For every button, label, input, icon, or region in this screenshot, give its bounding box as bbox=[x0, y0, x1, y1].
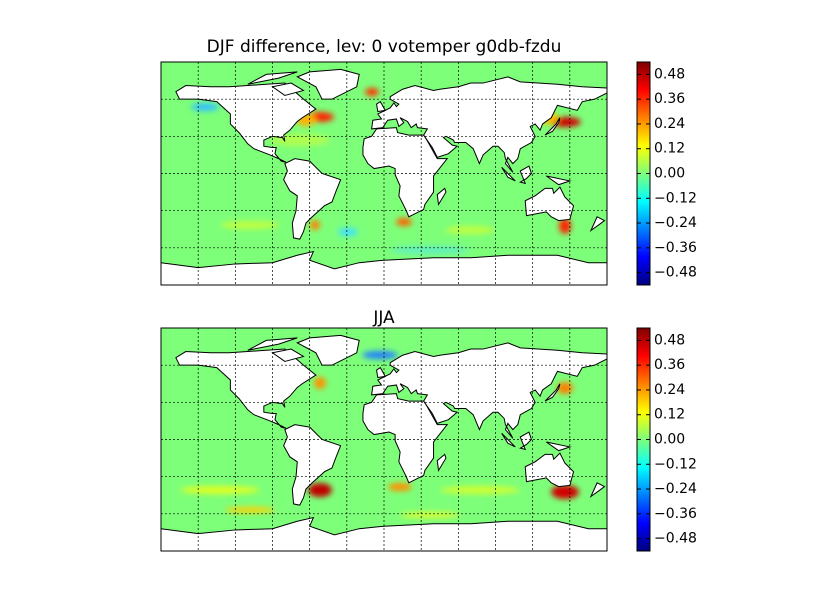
colorbar-tick-label: 0.36 bbox=[654, 357, 685, 373]
colorbar-tick-label: 0.00 bbox=[654, 166, 685, 182]
anomaly bbox=[445, 226, 495, 234]
anomaly bbox=[310, 220, 320, 230]
colorbar-tick-label: 0.48 bbox=[654, 66, 685, 82]
anomaly bbox=[314, 377, 326, 389]
colorbar-tick-label: −0.48 bbox=[654, 531, 697, 547]
colorbar-tick-label: −0.12 bbox=[654, 456, 697, 472]
anomaly bbox=[396, 218, 412, 226]
colorbar-tick-label: −0.12 bbox=[654, 190, 697, 206]
panel-title: JJA bbox=[372, 308, 395, 328]
colorbar-tick-label: −0.36 bbox=[654, 240, 697, 256]
map-frame bbox=[160, 61, 608, 286]
anomaly bbox=[551, 485, 579, 499]
anomaly bbox=[308, 483, 332, 497]
anomaly bbox=[440, 486, 520, 494]
colorbar-tick-label: 0.48 bbox=[654, 332, 685, 348]
panel-title: DJF difference, lev: 0 votemper g0db-fzd… bbox=[207, 37, 562, 57]
colorbar-tick-label: −0.48 bbox=[654, 265, 697, 281]
colorbar-tick-label: −0.24 bbox=[654, 215, 697, 231]
anomaly bbox=[365, 88, 379, 96]
anomaly bbox=[220, 221, 280, 229]
colorbar-tick-label: 0.24 bbox=[654, 382, 685, 398]
colorbar-tick-label: 0.36 bbox=[654, 91, 685, 107]
anomaly bbox=[338, 228, 358, 236]
anomaly bbox=[362, 351, 398, 359]
map-frame bbox=[160, 327, 608, 552]
anomaly bbox=[559, 218, 571, 234]
anomaly bbox=[191, 103, 219, 111]
colorbar-tick-label: −0.24 bbox=[654, 481, 697, 497]
anomaly bbox=[180, 486, 260, 494]
colorbar-tick-label: 0.12 bbox=[654, 141, 685, 157]
anomaly bbox=[400, 512, 460, 518]
anomaly bbox=[225, 507, 275, 513]
anomaly bbox=[388, 483, 412, 491]
anomaly bbox=[557, 382, 573, 394]
colorbar-tick-label: 0.24 bbox=[654, 116, 685, 132]
anomaly bbox=[270, 134, 330, 146]
map bbox=[161, 328, 607, 551]
colorbar-tick-label: 0.00 bbox=[654, 432, 685, 448]
colorbar-tick-label: 0.12 bbox=[654, 407, 685, 423]
colorbar-tick-label: −0.36 bbox=[654, 506, 697, 522]
map bbox=[161, 62, 607, 285]
